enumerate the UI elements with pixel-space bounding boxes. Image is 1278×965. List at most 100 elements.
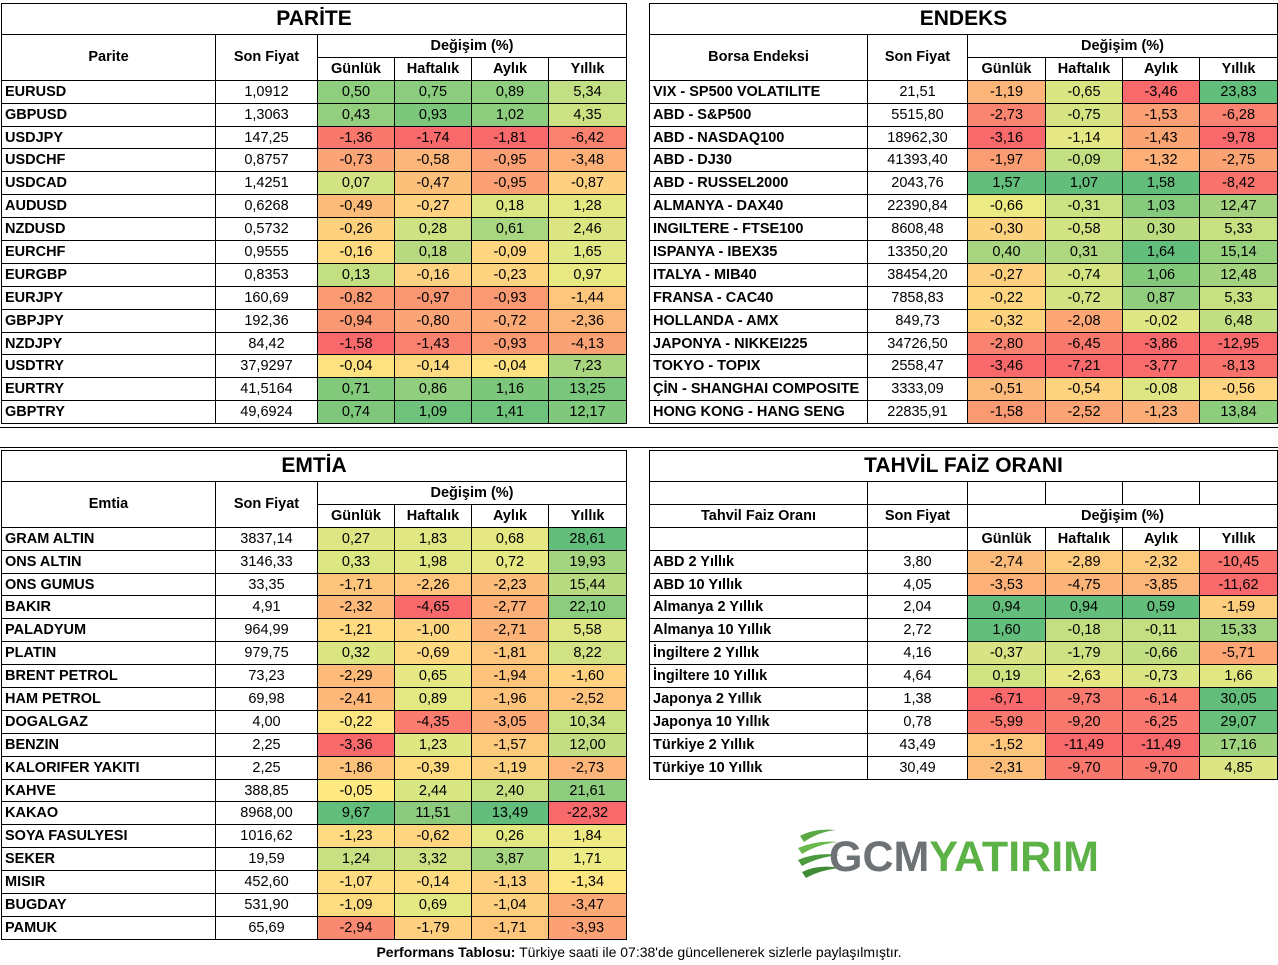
period-header: Aylık — [1122, 526, 1200, 551]
instrument-name: USDTRY — [1, 354, 216, 379]
last-price: 4,00 — [215, 709, 318, 734]
instrument-name: İngiltere 10 Yıllık — [649, 664, 868, 689]
change-value: 30,05 — [1198, 687, 1278, 711]
change-value: 0,40 — [967, 240, 1046, 264]
change-value: -4,35 — [394, 709, 472, 734]
table-row: ABD - RUSSEL2000 2043,76 1,57 1,07 1,58 -8,42 — [649, 171, 1278, 196]
change-value: -3,46 — [967, 354, 1046, 379]
change-value: -2,32 — [1122, 549, 1200, 574]
last-price: 0,6268 — [215, 194, 318, 219]
table-row: GRAM ALTIN 3837,14 0,27 1,83 0,68 28,61 — [1, 526, 628, 551]
instrument-name: HONG KONG - HANG SENG — [649, 400, 868, 425]
table-row: SEKER 19,59 1,24 3,32 3,87 1,71 — [1, 847, 628, 872]
change-value: 6,48 — [1198, 308, 1278, 333]
instrument-name: EURUSD — [1, 79, 216, 104]
last-price: 388,85 — [215, 778, 318, 803]
change-value: 3,32 — [394, 847, 472, 872]
last-price: 22835,91 — [867, 400, 968, 425]
table-row: ITALYA - MIB40 38454,20 -0,27 -0,74 1,06 12,4… — [649, 262, 1278, 287]
table-row: KAHVE 388,85 -0,05 2,44 2,40 21,61 — [1, 778, 628, 803]
change-value: -6,25 — [1122, 709, 1200, 734]
col-name-header: Emtia — [1, 481, 216, 528]
table-row: INGILTERE - FTSE100 8608,48 -0,30 -0,58 0,30… — [649, 217, 1278, 242]
change-value: 0,59 — [1122, 595, 1200, 620]
change-value: -1,04 — [471, 893, 549, 917]
col-price-header: Son Fiyat — [867, 503, 968, 528]
change-value: -2,29 — [317, 664, 395, 689]
change-value: 2,46 — [547, 217, 628, 242]
change-value: 0,26 — [471, 824, 549, 849]
instrument-name: NZDJPY — [1, 331, 216, 356]
table-row: ONS ALTIN 3146,33 0,33 1,98 0,72 19,93 — [1, 549, 628, 574]
change-value: -1,32 — [1122, 148, 1200, 173]
change-value: -1,71 — [317, 572, 395, 597]
change-value: -22,32 — [547, 801, 628, 826]
period-header: Yıllık — [1198, 56, 1278, 81]
change-value: -1,79 — [1045, 641, 1123, 666]
last-price: 4,64 — [867, 664, 968, 689]
change-value: 0,94 — [967, 595, 1046, 620]
last-price: 69,98 — [215, 687, 318, 711]
change-value: -7,21 — [1045, 354, 1123, 379]
period-header: Aylık — [1122, 56, 1200, 81]
last-price: 2043,76 — [867, 171, 968, 196]
empty-cell — [1045, 481, 1123, 505]
change-value: -0,09 — [1045, 148, 1123, 173]
last-price: 13350,20 — [867, 240, 968, 264]
logo-yatirim: YATIRIM — [929, 833, 1099, 881]
change-value: -1,21 — [317, 618, 395, 643]
period-header: Yıllık — [547, 56, 628, 81]
change-value: 22,10 — [547, 595, 628, 620]
instrument-name: INGILTERE - FTSE100 — [649, 217, 868, 242]
change-value: 1,65 — [547, 240, 628, 264]
instrument-name: USDJPY — [1, 125, 216, 150]
change-value: -0,27 — [394, 194, 472, 219]
change-value: -0,75 — [1045, 102, 1123, 127]
table-row: KAKAO 8968,00 9,67 11,51 13,49 -22,32 — [1, 801, 628, 826]
instrument-name: ISPANYA - IBEX35 — [649, 240, 868, 264]
change-value: -0,93 — [471, 285, 549, 310]
change-value: -9,73 — [1045, 687, 1123, 711]
table-row: USDCAD 1,4251 0,07 -0,47 -0,95 -0,87 — [1, 171, 628, 196]
change-value: -0,30 — [967, 217, 1046, 242]
emtia-panel: EMTİA Emtia Son Fiyat Değişim (%) Günlük Haft… — [0, 450, 628, 940]
last-price: 192,36 — [215, 308, 318, 333]
table-row: Almanya 2 Yıllık 2,04 0,94 0,94 0,59 -1,59 — [649, 595, 1278, 620]
header-row: Borsa Endeksi Son Fiyat Değişim (%) — [649, 34, 1278, 81]
change-value: 17,16 — [1198, 732, 1278, 757]
change-value: 10,34 — [547, 709, 628, 734]
instrument-name: FRANSA - CAC40 — [649, 285, 868, 310]
last-price: 7858,83 — [867, 285, 968, 310]
change-value: -0,14 — [394, 354, 472, 379]
table-row: USDCHF 0,8757 -0,73 -0,58 -0,95 -3,48 — [1, 148, 628, 173]
last-price: 0,9555 — [215, 240, 318, 264]
instrument-name: USDCHF — [1, 148, 216, 173]
instrument-name: GRAM ALTIN — [1, 526, 216, 551]
change-value: 1,66 — [1198, 664, 1278, 689]
last-price: 2558,47 — [867, 354, 968, 379]
instrument-name: MISIR — [1, 870, 216, 895]
change-value: -2,23 — [471, 572, 549, 597]
change-value: -1,94 — [471, 664, 549, 689]
table-row: Japonya 10 Yıllık 0,78 -5,99 -9,20 -6,25 29,0… — [649, 709, 1278, 734]
last-price: 1,3063 — [215, 102, 318, 127]
last-price: 160,69 — [215, 285, 318, 310]
last-price: 849,73 — [867, 308, 968, 333]
instrument-name: ABD - NASDAQ100 — [649, 125, 868, 150]
empty-cell — [1198, 481, 1278, 505]
table-row: JAPONYA - NIKKEI225 34726,50 -2,80 -6,45 -3,… — [649, 331, 1278, 356]
last-price: 2,04 — [867, 595, 968, 620]
change-value: -8,13 — [1198, 354, 1278, 379]
change-value: -3,77 — [1122, 354, 1200, 379]
last-price: 84,42 — [215, 331, 318, 356]
change-value: -0,58 — [394, 148, 472, 173]
instrument-name: EURJPY — [1, 285, 216, 310]
last-price: 0,5732 — [215, 217, 318, 242]
table-row: VIX - SP500 VOLATILITE 21,51 -1,19 -0,65 -3,… — [649, 79, 1278, 104]
table-row: EURUSD 1,0912 0,50 0,75 0,89 5,34 — [1, 79, 628, 104]
change-value: 0,93 — [394, 102, 472, 127]
change-value: -0,47 — [394, 171, 472, 196]
change-value: -3,93 — [547, 915, 628, 940]
instrument-name: BENZIN — [1, 732, 216, 757]
last-price: 8968,00 — [215, 801, 318, 826]
